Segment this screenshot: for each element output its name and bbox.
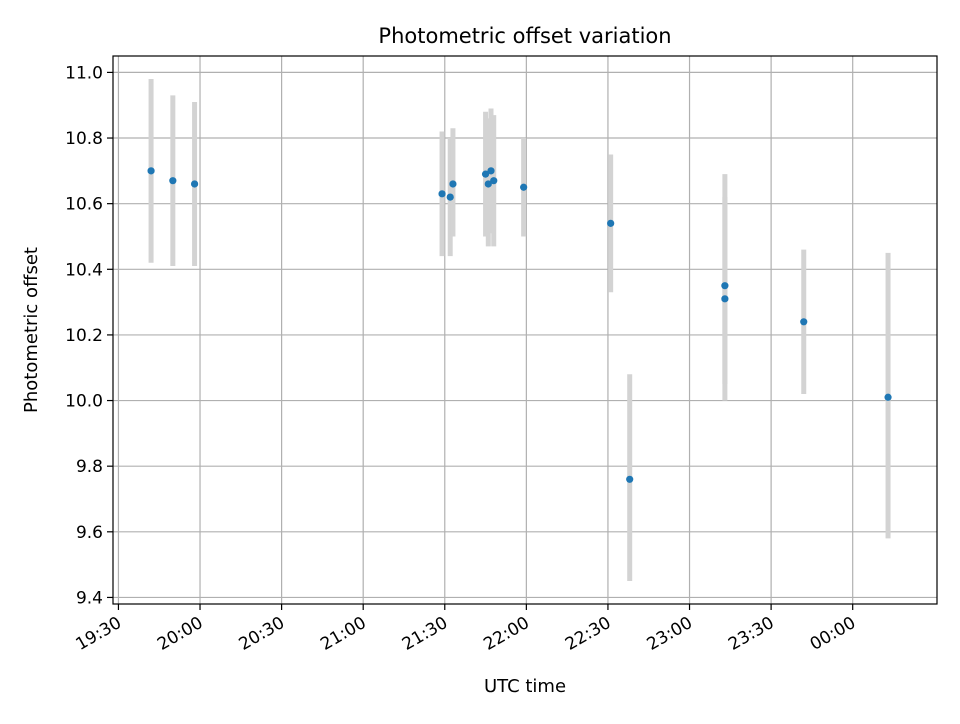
data-point bbox=[607, 219, 615, 227]
y-tick-label: 9.4 bbox=[76, 588, 103, 608]
data-point bbox=[721, 295, 729, 303]
data-point bbox=[626, 475, 634, 483]
data-point bbox=[484, 180, 492, 188]
x-axis-label: UTC time bbox=[484, 676, 566, 697]
data-points bbox=[147, 167, 892, 483]
data-point bbox=[446, 193, 454, 201]
y-tick-label: 9.8 bbox=[76, 457, 103, 477]
data-point bbox=[721, 282, 729, 290]
y-tick-label: 10.8 bbox=[65, 129, 103, 149]
y-tick-label: 11.0 bbox=[65, 63, 103, 83]
data-point bbox=[800, 318, 808, 326]
data-point bbox=[190, 180, 199, 188]
y-axis-label: Photometric offset bbox=[21, 247, 42, 413]
data-point bbox=[481, 170, 490, 178]
data-point bbox=[487, 167, 495, 175]
y-tick-label: 10.0 bbox=[65, 392, 103, 412]
data-point bbox=[520, 183, 528, 191]
data-point bbox=[169, 177, 177, 185]
data-point bbox=[884, 393, 892, 401]
data-point bbox=[490, 177, 498, 185]
data-point bbox=[438, 190, 446, 198]
plot-frame bbox=[112, 55, 938, 605]
y-tick-label: 9.6 bbox=[76, 523, 103, 543]
data-point bbox=[449, 180, 457, 188]
y-tick-label: 10.2 bbox=[65, 326, 103, 346]
data-point bbox=[147, 167, 155, 175]
y-tick-label: 10.6 bbox=[65, 195, 103, 215]
y-tick-label: 10.4 bbox=[65, 260, 103, 280]
chart-title: Photometric offset variation bbox=[378, 24, 671, 48]
